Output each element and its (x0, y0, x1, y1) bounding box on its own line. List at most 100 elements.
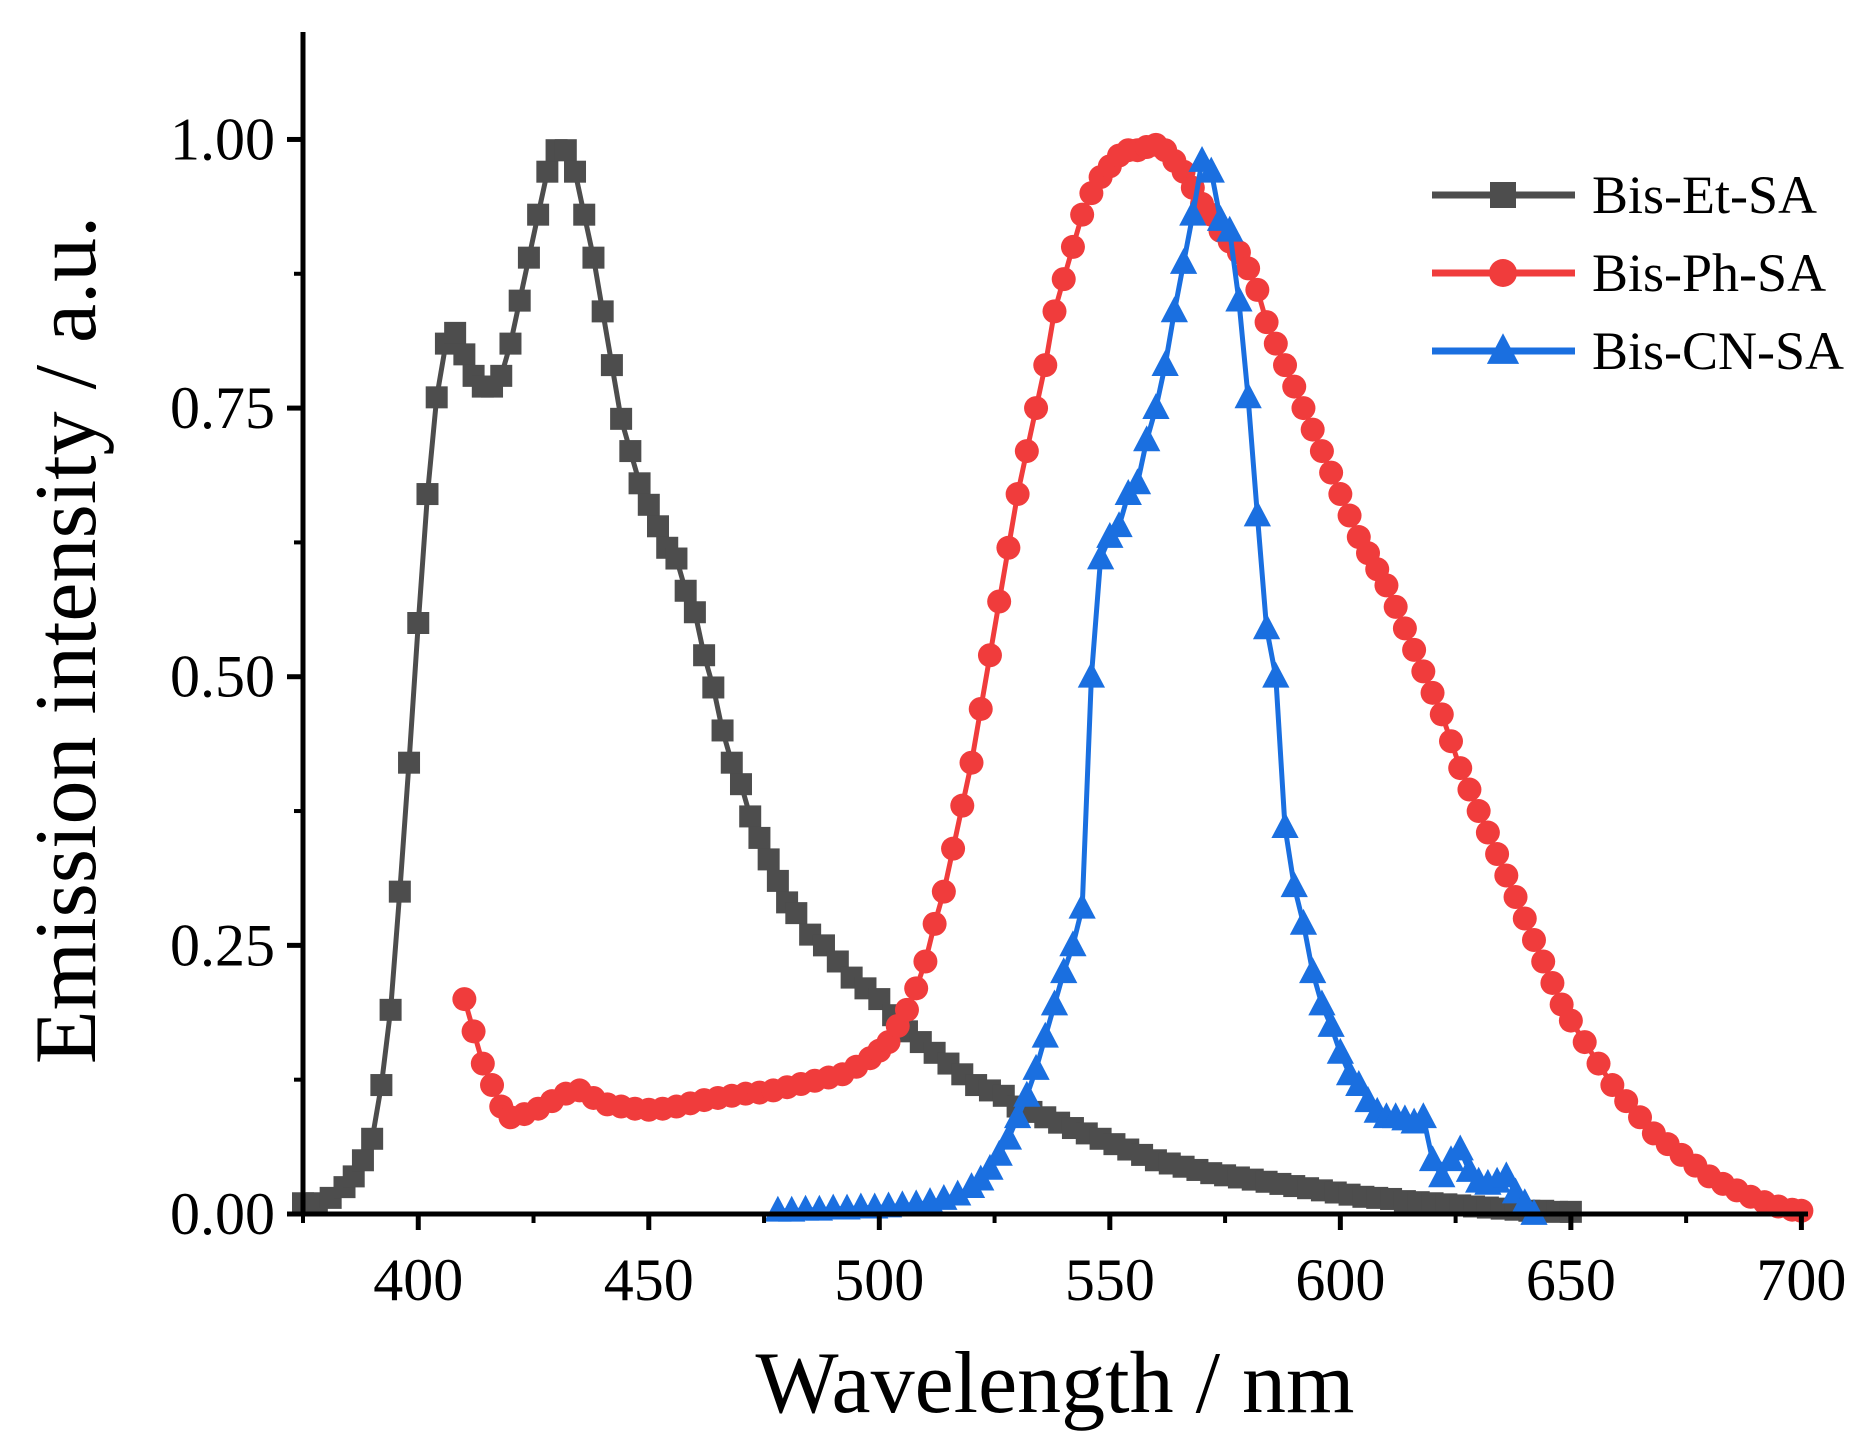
data-point (480, 1073, 505, 1098)
data-point (1042, 299, 1067, 324)
data-point (1572, 1030, 1597, 1055)
data-point (1494, 863, 1519, 888)
data-point (1345, 1070, 1373, 1096)
data-point (1040, 989, 1069, 1016)
data-point (1252, 613, 1281, 640)
data-point (1409, 1102, 1437, 1129)
data-point (665, 547, 688, 570)
data-point (1420, 680, 1445, 705)
data-point (1291, 396, 1316, 421)
axes (300, 32, 1808, 1217)
legend-entry: Bis-CN-SA (1432, 321, 1844, 381)
data-point (1022, 1053, 1050, 1080)
data-point (941, 836, 966, 861)
data-point (470, 1051, 495, 1076)
data-point (554, 139, 577, 162)
data-point (1457, 777, 1482, 802)
data-point (739, 805, 762, 828)
data-point (1280, 871, 1308, 898)
data-point (536, 160, 559, 183)
data-point (1271, 812, 1299, 839)
data-point (987, 589, 1012, 614)
data-point (1512, 906, 1537, 931)
legend-label: Bis-Et-SA (1592, 165, 1817, 225)
data-point (1197, 156, 1225, 183)
data-point (1133, 425, 1161, 452)
x-tick-label: 500 (834, 1247, 924, 1313)
data-point (1243, 500, 1271, 527)
data-point (444, 321, 467, 344)
data-point (1558, 1008, 1583, 1033)
legend-label: Bis-CN-SA (1592, 321, 1844, 381)
data-point (1446, 1134, 1474, 1161)
x-tick-label: 600 (1295, 1247, 1385, 1313)
data-point (573, 203, 596, 226)
data-point (416, 483, 439, 506)
data-point (1033, 353, 1058, 378)
data-point (985, 1139, 1013, 1166)
data-point (1309, 439, 1334, 464)
data-point (600, 354, 623, 377)
ticks: 400 450 500 550 600 650 700 0.00 0.25 0.50 0.75 1.0… (170, 106, 1846, 1313)
data-point (674, 579, 697, 602)
data-point (1234, 382, 1262, 409)
y-tick-label: 0.00 (170, 1181, 275, 1247)
data-point (1179, 199, 1207, 226)
data-point (1068, 892, 1096, 919)
data-point (1225, 285, 1253, 312)
data-point (407, 612, 430, 634)
data-point (1031, 1021, 1059, 1048)
data-point (720, 751, 743, 774)
data-point (647, 515, 670, 538)
data-point (1059, 930, 1087, 957)
x-tick-label: 400 (373, 1247, 463, 1313)
data-point (931, 879, 956, 904)
data-point (1789, 1198, 1814, 1223)
data-point (1005, 482, 1030, 507)
data-point (1317, 1010, 1345, 1037)
data-point (1014, 439, 1039, 464)
data-point (425, 386, 448, 409)
legend-marker (1486, 333, 1520, 364)
data-point (1003, 1102, 1032, 1129)
data-point (1050, 957, 1078, 984)
data-point (711, 719, 734, 742)
data-point (1308, 989, 1336, 1016)
data-point (490, 364, 513, 387)
data-point (361, 1127, 384, 1150)
data-point (453, 343, 476, 366)
data-point (1540, 970, 1565, 995)
data-point (1289, 908, 1318, 935)
data-point (1531, 949, 1556, 974)
y-tick-label: 0.75 (170, 375, 275, 441)
data-point (1216, 215, 1244, 242)
data-point (1466, 799, 1491, 824)
data-point (1429, 702, 1454, 727)
data-point (1503, 885, 1528, 910)
data-point (637, 493, 660, 516)
data-point (1521, 927, 1546, 952)
data-point (1263, 331, 1288, 356)
legend-marker (1490, 182, 1516, 208)
series-line (777, 158, 1536, 1216)
legend-label: Bis-Ph-SA (1592, 243, 1826, 303)
data-point (461, 1019, 486, 1044)
data-point (702, 676, 725, 699)
data-point (370, 1074, 393, 1097)
y-tick-label: 0.50 (170, 644, 275, 710)
data-point (517, 246, 540, 269)
data-point (1628, 1105, 1653, 1130)
x-tick-label: 650 (1526, 1247, 1616, 1313)
data-point (1013, 1080, 1041, 1107)
x-tick-label: 450 (604, 1247, 694, 1313)
data-point (959, 750, 984, 775)
data-point (968, 696, 993, 721)
data-point (757, 848, 780, 871)
x-axis-title: Wavelength / nm (756, 1335, 1355, 1432)
data-point (1485, 842, 1510, 867)
data-point (508, 289, 531, 312)
data-point (1077, 661, 1106, 688)
legend-entry: Bis-Et-SA (1432, 165, 1817, 225)
x-tick-label: 550 (1065, 1247, 1155, 1313)
data-point (1282, 374, 1307, 399)
